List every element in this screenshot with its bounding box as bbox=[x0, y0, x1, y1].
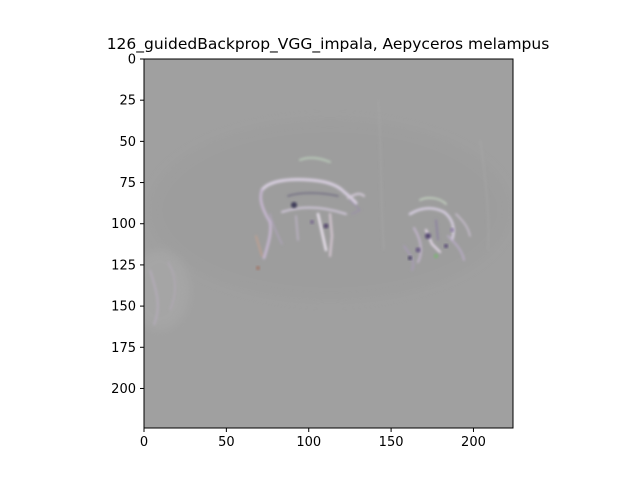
saliency-haze-left bbox=[144, 250, 190, 330]
axes-frame bbox=[143, 58, 514, 429]
y-tick-label: 125 bbox=[111, 258, 136, 273]
y-tick-label: 200 bbox=[111, 382, 136, 397]
y-tick-label: 100 bbox=[111, 217, 136, 232]
x-tick-label: 200 bbox=[461, 435, 486, 450]
heatmap-image bbox=[144, 59, 513, 428]
y-tick-label: 0 bbox=[128, 53, 136, 68]
x-axis: 0 50 100 150 200 bbox=[140, 428, 486, 450]
left-edge-saliency bbox=[149, 261, 176, 326]
y-tick-label: 150 bbox=[111, 300, 136, 315]
x-tick-label: 0 bbox=[140, 435, 148, 450]
y-tick-label: 50 bbox=[119, 135, 136, 150]
impala-1-eye bbox=[291, 202, 297, 208]
y-tick-label: 25 bbox=[119, 94, 136, 109]
x-tick-label: 150 bbox=[379, 435, 404, 450]
y-tick-label: 75 bbox=[119, 176, 136, 191]
x-tick-label: 100 bbox=[296, 435, 321, 450]
chart-title: 126_guidedBackprop_VGG_impala, Aepyceros… bbox=[107, 35, 550, 54]
y-axis: 0 25 50 75 100 125 150 175 200 bbox=[111, 53, 144, 397]
impala-1-saliency bbox=[255, 156, 365, 260]
x-tick-label: 50 bbox=[218, 435, 235, 450]
y-tick-label: 175 bbox=[111, 341, 136, 356]
